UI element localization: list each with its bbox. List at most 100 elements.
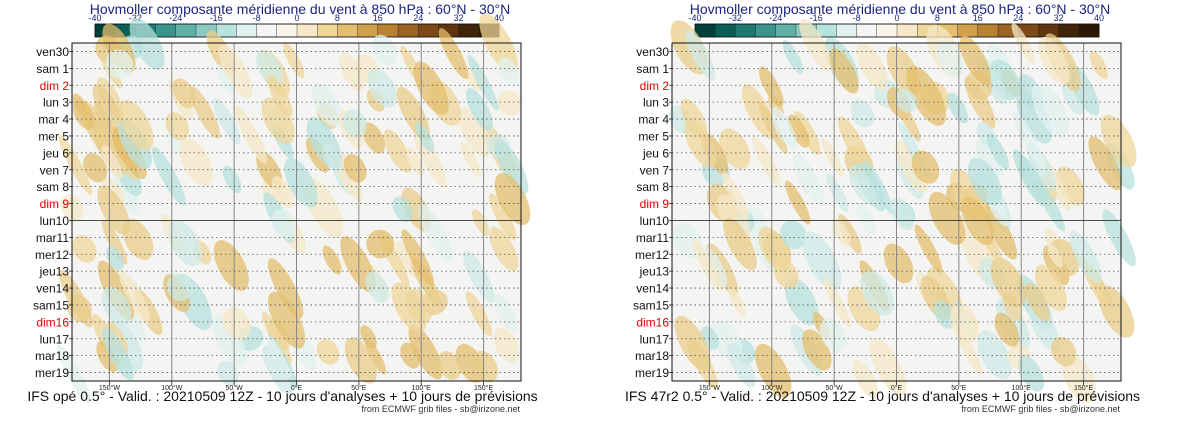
y-axis-day-label: lun 3: [43, 96, 69, 110]
anomaly-blob: [119, 99, 154, 151]
anomaly-blob: [774, 259, 799, 289]
anomaly-blob: [342, 109, 367, 137]
anomaly-blob: [56, 344, 91, 403]
anomaly-blob: [967, 157, 1002, 206]
anomaly-blob: [271, 176, 294, 208]
chart-footer: IFS 47r2 0.5° - Valid. : 20210509 12Z - …: [624, 388, 1141, 404]
hovmoller-chart: -40 -32 -24 -16 -8 0 8 16 24 32 40 150°W 100°W 50°W 0°…: [33, 13, 531, 403]
anomaly-blob: [850, 99, 875, 128]
y-axis-day-label: sam 1: [36, 62, 69, 76]
colorbar-segment: [836, 23, 858, 38]
anomaly-blob: [860, 270, 894, 316]
anomaly-blob: [97, 185, 130, 235]
colorbar-tick-label: -16: [210, 13, 223, 23]
anomaly-blob: [1024, 282, 1050, 322]
y-axis-day-label: mar 4: [38, 113, 69, 127]
chart-credit: from ECMWF grib files - sb@irizone.net: [361, 404, 520, 414]
colorbar-tick-label: -32: [729, 13, 742, 23]
anomaly-blob: [784, 277, 819, 326]
y-axis-day-label: ven14: [636, 282, 669, 296]
anomaly-blob: [691, 237, 723, 292]
anomaly-blob: [401, 229, 435, 287]
y-axis-day-label: mer12: [635, 248, 669, 262]
hovmoller-chart: -40 -32 -24 -16 -8 0 8 16 24 32 40 150°W 100°W 50°W 0°…: [633, 13, 1137, 403]
anomaly-blob: [975, 138, 1005, 180]
y-axis-day-label: mer 5: [38, 129, 69, 143]
anomaly-blob: [914, 224, 943, 273]
y-axis-day-label: mar18: [35, 349, 69, 363]
anomaly-blob: [961, 197, 995, 246]
anomaly-blob: [1089, 51, 1108, 80]
colorbar-segment: [755, 23, 777, 38]
anomaly-blob: [1012, 110, 1046, 170]
anomaly-blob: [911, 150, 940, 184]
anomaly-blob: [472, 209, 490, 236]
anomaly-blob: [674, 315, 711, 372]
y-axis-day-label: mer19: [35, 366, 69, 380]
anomaly-blob: [172, 78, 196, 109]
anomaly-blob: [101, 219, 128, 265]
colorbar-segment: [957, 23, 979, 38]
anomaly-blob: [498, 57, 519, 85]
colorbar-frame: [694, 23, 1100, 38]
colorbar-segment: [977, 23, 999, 38]
colorbar-segment: [357, 23, 379, 38]
y-axis-day-label: jeu 6: [42, 146, 69, 160]
anomaly-blob: [362, 122, 385, 154]
anomaly-blob: [343, 154, 367, 183]
colorbar-segment: [155, 23, 177, 38]
anomaly-blob: [179, 138, 213, 186]
anomaly-blob: [802, 231, 842, 291]
anomaly-blob: [466, 88, 494, 132]
y-axis-day-label: sam15: [633, 298, 669, 312]
x-tick-label: 50°W: [826, 384, 844, 392]
anomaly-blob: [990, 257, 1027, 308]
anomaly-blob: [383, 129, 412, 173]
anomaly-blob: [984, 206, 1018, 260]
y-axis-day-label: mar11: [636, 231, 669, 245]
anomaly-blob: [928, 191, 966, 245]
anomaly-blob: [284, 158, 318, 208]
y-axis-day-label: mar11: [36, 231, 69, 245]
y-axis-day-label: ven 7: [40, 163, 70, 177]
anomaly-blob: [367, 68, 398, 108]
colorbar-tick-label: 16: [973, 13, 983, 23]
colorbar-tick-label: 0: [894, 13, 899, 23]
colorbar-segment: [1058, 23, 1080, 38]
x-tick-label: 150°E: [1074, 384, 1093, 392]
colorbar-segment: [397, 23, 419, 38]
anomaly-blob: [58, 134, 92, 195]
y-axis-day-label: lun10: [640, 214, 670, 228]
anomaly-blob: [838, 116, 872, 174]
colorbar-segment: [856, 23, 878, 38]
anomaly-blob: [489, 226, 519, 272]
y-axis-day-label: mar18: [635, 349, 669, 363]
anomaly-blob: [262, 345, 294, 395]
anomaly-blob: [460, 141, 482, 178]
anomaly-blob: [267, 320, 290, 352]
anomaly-blob: [751, 136, 781, 187]
anomaly-blob: [413, 61, 449, 116]
anomaly-blob: [418, 204, 453, 261]
anomaly-blob: [129, 18, 165, 70]
anomaly-blob: [802, 329, 832, 371]
y-axis-day-label: dim 2: [640, 79, 670, 93]
anomaly-blob: [493, 294, 518, 332]
anomaly-field: [669, 18, 1137, 403]
colorbar-tick-label: 32: [454, 13, 464, 23]
y-axis-day-label: sam 8: [636, 180, 669, 194]
anomaly-blob: [1088, 136, 1122, 191]
anomaly-blob: [494, 139, 529, 195]
colorbar-tick-label: -8: [253, 13, 261, 23]
anomaly-blob: [372, 34, 398, 66]
colorbar-tick-label: -32: [129, 13, 142, 23]
anomaly-blob: [848, 165, 875, 205]
colorbar-segment: [1078, 23, 1100, 38]
colorbar-segment: [317, 23, 338, 38]
colorbar-tick-label: -40: [88, 13, 101, 23]
y-axis-day-label: ven 7: [640, 163, 670, 177]
colorbar-segment: [775, 23, 797, 38]
anomaly-blob: [950, 305, 979, 344]
y-axis-day-label: jeu13: [39, 265, 70, 279]
y-axis-day-label: mar 4: [638, 113, 669, 127]
